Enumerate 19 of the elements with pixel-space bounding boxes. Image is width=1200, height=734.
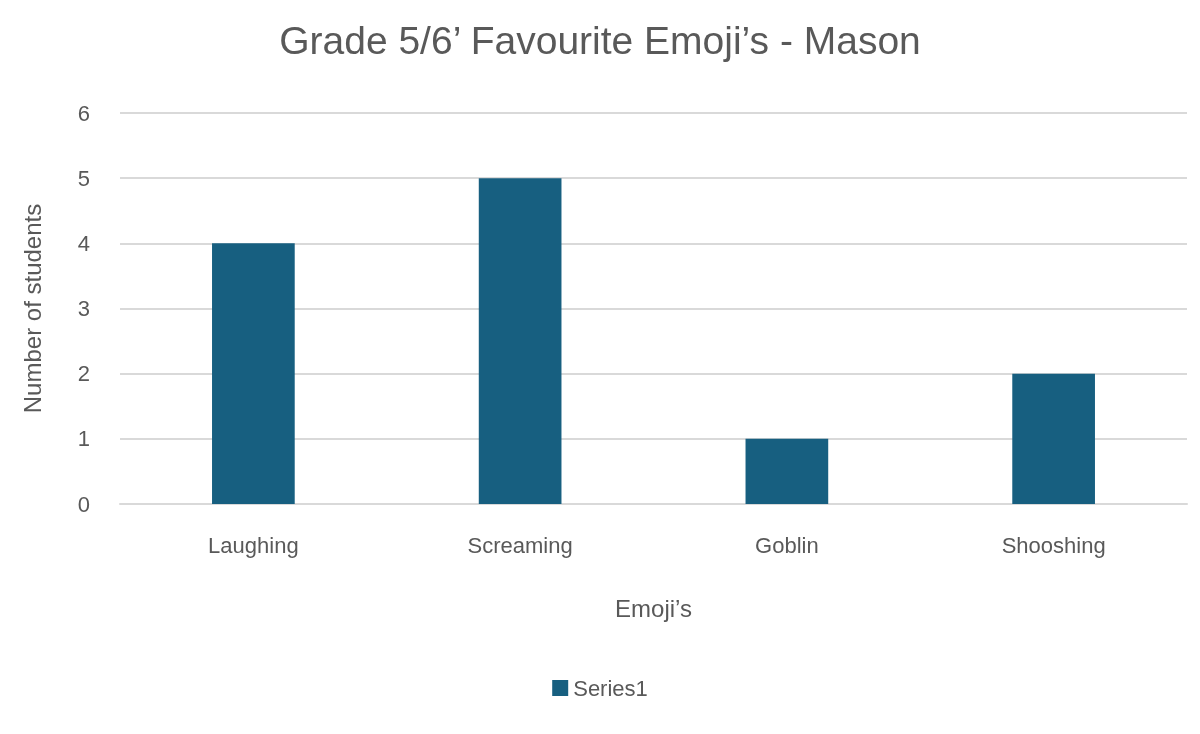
y-tick-label: 1 — [77, 426, 90, 452]
x-tick-label: Laughing — [208, 532, 299, 558]
y-tick-label: 3 — [77, 296, 90, 321]
bar — [478, 178, 562, 504]
y-tick-label: 5 — [77, 165, 90, 191]
y-tick-label: 6 — [77, 100, 90, 126]
bar — [212, 243, 295, 504]
bar — [745, 438, 829, 504]
y-axis-title: Number of students — [18, 203, 46, 414]
y-tick-label: 4 — [77, 230, 90, 256]
y-tick-label: 0 — [77, 491, 90, 517]
chart-title: Grade 5/6’ Favourite Emoji’s - Mason — [279, 19, 921, 62]
x-axis-title: Emoji’s — [615, 594, 692, 622]
bar — [1012, 373, 1095, 504]
x-tick-label: Screaming — [467, 532, 573, 558]
legend-label: Series1 — [573, 675, 648, 701]
x-tick-label: Goblin — [755, 532, 819, 558]
y-tick-label: 2 — [77, 361, 90, 387]
x-tick-label: Shooshing — [1001, 532, 1106, 558]
